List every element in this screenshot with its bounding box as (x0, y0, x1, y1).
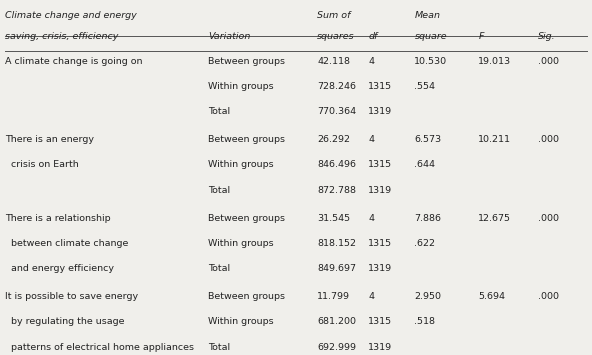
Text: Between groups: Between groups (208, 135, 285, 144)
Text: F: F (478, 32, 484, 41)
Text: Climate change and energy: Climate change and energy (5, 11, 137, 20)
Text: 5.694: 5.694 (478, 292, 506, 301)
Text: .554: .554 (414, 82, 435, 91)
Text: 1319: 1319 (368, 343, 392, 351)
Text: square: square (414, 32, 447, 41)
Text: 31.545: 31.545 (317, 214, 350, 223)
Text: crisis on Earth: crisis on Earth (5, 160, 79, 169)
Text: Between groups: Between groups (208, 292, 285, 301)
Text: Within groups: Within groups (208, 82, 274, 91)
Text: 10.211: 10.211 (478, 135, 511, 144)
Text: 7.886: 7.886 (414, 214, 442, 223)
Text: .622: .622 (414, 239, 435, 248)
Text: 1319: 1319 (368, 186, 392, 195)
Text: Total: Total (208, 107, 230, 116)
Text: Within groups: Within groups (208, 160, 274, 169)
Text: 1319: 1319 (368, 107, 392, 116)
Text: Total: Total (208, 186, 230, 195)
Text: Variation: Variation (208, 32, 251, 41)
Text: .000: .000 (538, 57, 558, 66)
Text: Total: Total (208, 343, 230, 351)
Text: patterns of electrical home appliances: patterns of electrical home appliances (5, 343, 194, 351)
Text: 692.999: 692.999 (317, 343, 356, 351)
Text: It is possible to save energy: It is possible to save energy (5, 292, 138, 301)
Text: Between groups: Between groups (208, 214, 285, 223)
Text: 1315: 1315 (368, 317, 392, 326)
Text: and energy efficiency: and energy efficiency (5, 264, 114, 273)
Text: .000: .000 (538, 292, 558, 301)
Text: 770.364: 770.364 (317, 107, 356, 116)
Text: 681.200: 681.200 (317, 317, 356, 326)
Text: .000: .000 (538, 214, 558, 223)
Text: .644: .644 (414, 160, 435, 169)
Text: 12.675: 12.675 (478, 214, 511, 223)
Text: 26.292: 26.292 (317, 135, 350, 144)
Text: Within groups: Within groups (208, 317, 274, 326)
Text: There is an energy: There is an energy (5, 135, 94, 144)
Text: 872.788: 872.788 (317, 186, 356, 195)
Text: 1315: 1315 (368, 160, 392, 169)
Text: 728.246: 728.246 (317, 82, 356, 91)
Text: Between groups: Between groups (208, 57, 285, 66)
Text: saving, crisis, efficiency: saving, crisis, efficiency (5, 32, 118, 41)
Text: between climate change: between climate change (5, 239, 128, 248)
Text: 818.152: 818.152 (317, 239, 356, 248)
Text: Sum of: Sum of (317, 11, 351, 20)
Text: Sig.: Sig. (538, 32, 555, 41)
Text: 19.013: 19.013 (478, 57, 511, 66)
Text: 10.530: 10.530 (414, 57, 448, 66)
Text: .518: .518 (414, 317, 435, 326)
Text: 846.496: 846.496 (317, 160, 356, 169)
Text: 11.799: 11.799 (317, 292, 350, 301)
Text: 1315: 1315 (368, 82, 392, 91)
Text: by regulating the usage: by regulating the usage (5, 317, 124, 326)
Text: 4: 4 (368, 135, 374, 144)
Text: 2.950: 2.950 (414, 292, 442, 301)
Text: 4: 4 (368, 292, 374, 301)
Text: squares: squares (317, 32, 355, 41)
Text: Mean: Mean (414, 11, 440, 20)
Text: Total: Total (208, 264, 230, 273)
Text: df: df (368, 32, 378, 41)
Text: 849.697: 849.697 (317, 264, 356, 273)
Text: 42.118: 42.118 (317, 57, 350, 66)
Text: 1315: 1315 (368, 239, 392, 248)
Text: .000: .000 (538, 135, 558, 144)
Text: Within groups: Within groups (208, 239, 274, 248)
Text: A climate change is going on: A climate change is going on (5, 57, 142, 66)
Text: 4: 4 (368, 57, 374, 66)
Text: There is a relationship: There is a relationship (5, 214, 110, 223)
Text: 6.573: 6.573 (414, 135, 442, 144)
Text: 1319: 1319 (368, 264, 392, 273)
Text: 4: 4 (368, 214, 374, 223)
